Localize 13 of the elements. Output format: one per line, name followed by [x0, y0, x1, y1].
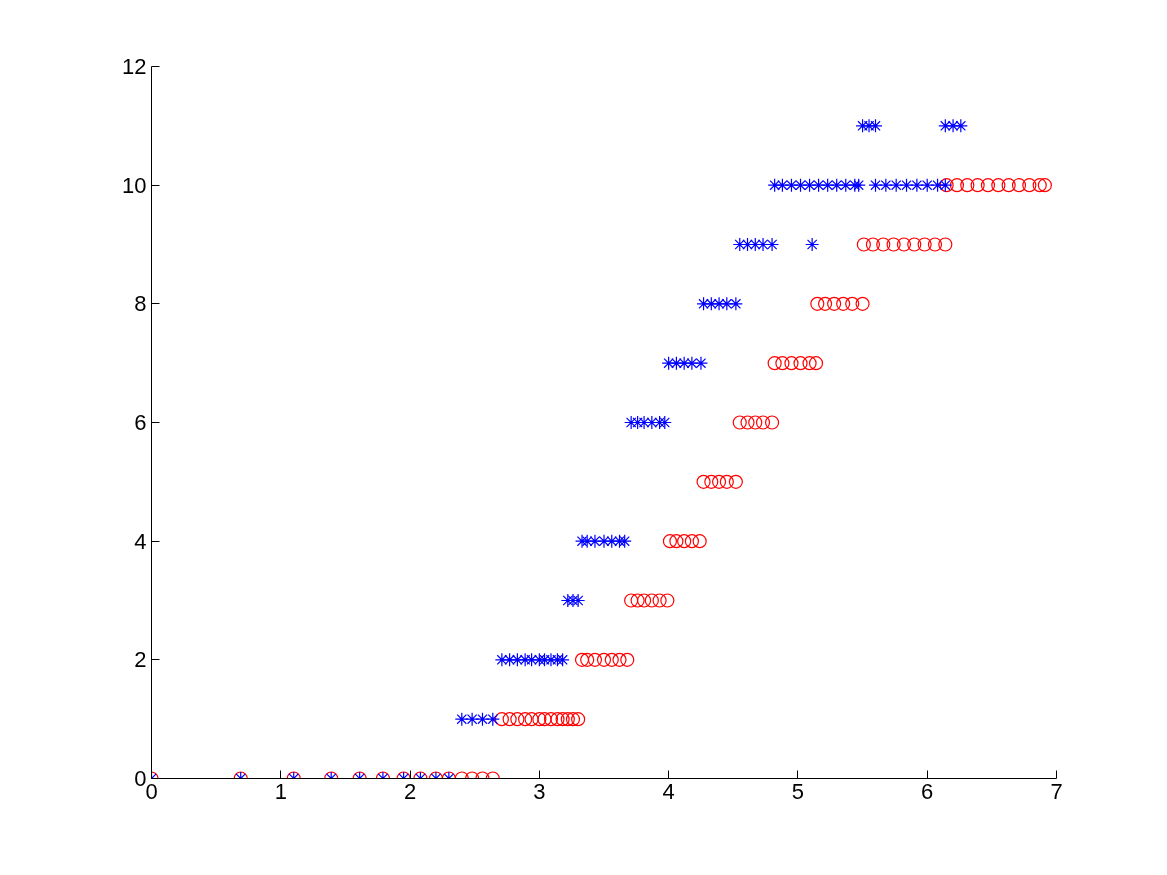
x-tick-label: 3 — [533, 778, 546, 804]
y-tick-label: 8 — [134, 291, 147, 317]
y-tick-label: 2 — [134, 647, 147, 673]
x-tick-label: 6 — [921, 778, 934, 804]
x-tick-label: 1 — [274, 778, 287, 804]
y-tick-label: 6 — [134, 410, 147, 435]
y-tick-label: 10 — [122, 172, 147, 198]
y-tick-label: 12 — [122, 54, 147, 79]
x-tick-label: 2 — [403, 778, 417, 804]
y-tick-label: 4 — [134, 528, 147, 554]
x-tick-label: 7 — [1050, 778, 1063, 804]
x-tick-label: 4 — [662, 778, 675, 804]
x-tick-label: 5 — [791, 778, 805, 804]
